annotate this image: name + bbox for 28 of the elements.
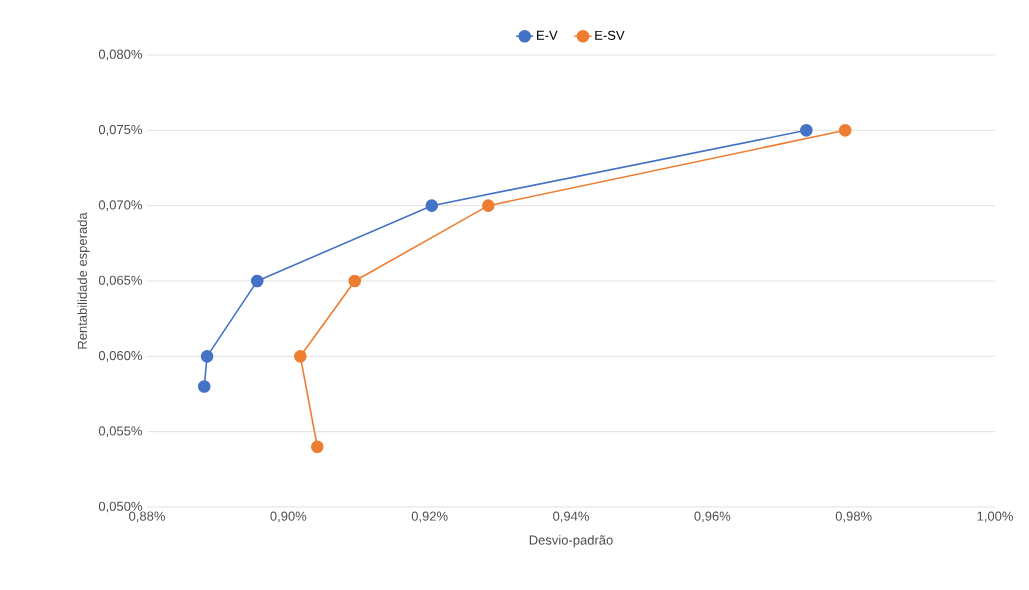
y-tick-label: 0,060% [98, 350, 142, 362]
point [250, 274, 264, 288]
y-tick-label: 0,055% [98, 426, 142, 438]
x-axis-title: Desvio-padrão [529, 535, 613, 548]
x-tick-label: 0,88% [129, 511, 165, 523]
y-tick-label: 0,075% [98, 124, 142, 136]
point [200, 350, 214, 363]
legend-label: E-SV [595, 30, 625, 40]
y-tick-label: 0,050% [98, 501, 142, 513]
point [838, 124, 852, 137]
y-tick-label: 0,065% [98, 275, 142, 287]
point [800, 124, 813, 137]
point [197, 380, 211, 393]
y-axis-title: Rentabilidade esperada [77, 212, 90, 349]
x-tick-label: 0,96% [694, 511, 731, 523]
point [348, 274, 362, 288]
x-tick-label: 0,92% [411, 511, 448, 523]
x-tick-label: 0,94% [553, 511, 589, 523]
x-tick-label: 0,90% [270, 511, 307, 523]
legend-label: E-V [537, 30, 558, 40]
y-tick-label: 0,080% [98, 49, 142, 61]
point [294, 350, 307, 363]
x-tick-label: 1,00% [977, 511, 1013, 523]
point [311, 440, 324, 454]
point [482, 199, 495, 212]
y-tick-label: 0,070% [98, 200, 142, 212]
x-tick-label: 0,98% [835, 511, 872, 523]
point [425, 199, 439, 212]
